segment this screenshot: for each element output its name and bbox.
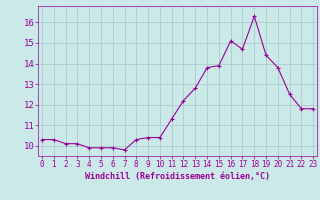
X-axis label: Windchill (Refroidissement éolien,°C): Windchill (Refroidissement éolien,°C) [85, 172, 270, 181]
